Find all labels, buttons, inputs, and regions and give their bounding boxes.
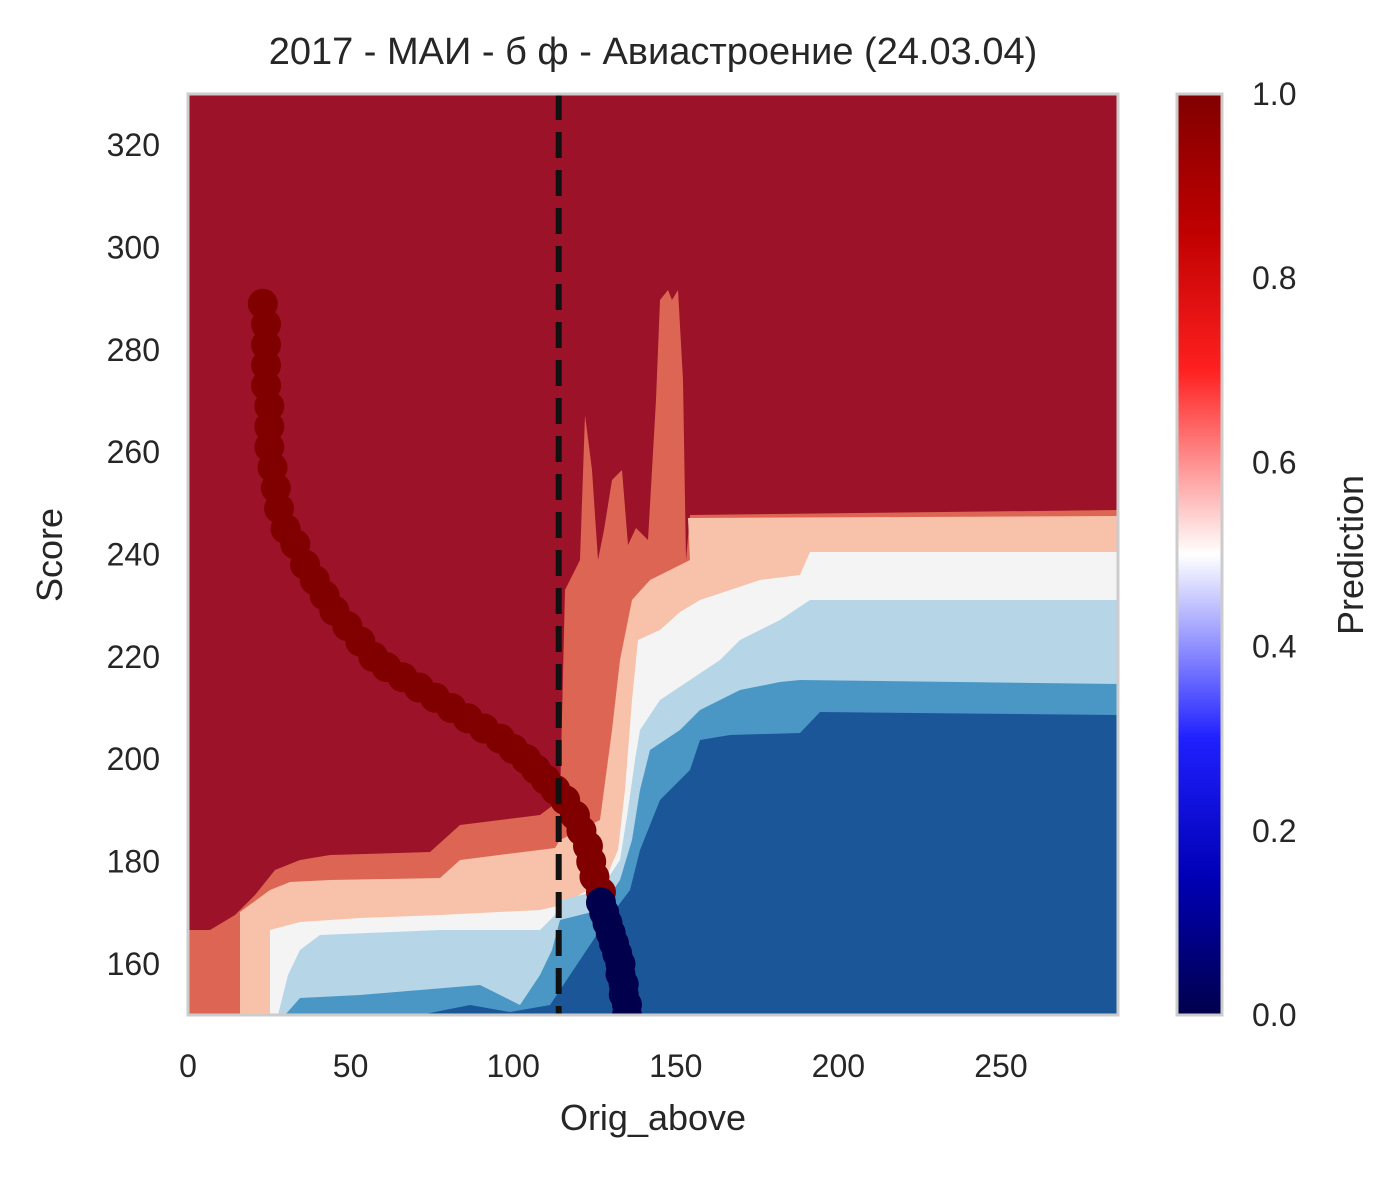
x-axis-label: Orig_above — [560, 1097, 746, 1138]
y-tick-label: 160 — [107, 946, 160, 982]
x-tick-label: 200 — [812, 1048, 865, 1084]
region-very-low — [420, 712, 1118, 1015]
colorbar-tick-label: 0.4 — [1252, 629, 1296, 665]
y-tick-label: 280 — [107, 332, 160, 368]
x-tick-label: 50 — [333, 1048, 369, 1084]
plot-area — [188, 94, 1118, 1015]
colorbar-label: Prediction — [1330, 475, 1371, 635]
colorbar-tick-label: 0.0 — [1252, 997, 1296, 1033]
y-tick-label: 180 — [107, 844, 160, 880]
colorbar-tick-label: 0.6 — [1252, 444, 1296, 480]
x-tick-label: 150 — [649, 1048, 702, 1084]
scatter-layer — [247, 288, 642, 1015]
colorbar — [1175, 92, 1224, 1017]
region-high-speck — [195, 940, 204, 948]
y-tick-label: 220 — [107, 639, 160, 675]
y-axis-ticks: 160 180 200 220 240 260 280 300 320 — [107, 127, 160, 982]
y-tick-label: 200 — [107, 741, 160, 777]
x-axis-ticks: 0 50 100 150 200 250 — [179, 1048, 1028, 1084]
y-axis-label: Score — [29, 508, 70, 602]
scatter-point-negative — [611, 1000, 642, 1015]
y-tick-label: 320 — [107, 127, 160, 163]
y-tick-label: 260 — [107, 434, 160, 470]
chart-title: 2017 - МАИ - б ф - Авиастроение (24.03.0… — [269, 31, 1038, 73]
colorbar-tick-label: 0.8 — [1252, 260, 1296, 296]
y-tick-label: 240 — [107, 537, 160, 573]
x-tick-label: 0 — [179, 1048, 197, 1084]
colorbar-ticks: 0.0 0.2 0.4 0.6 0.8 1.0 — [1252, 76, 1296, 1033]
plot-frame — [186, 92, 1120, 1017]
x-tick-label: 250 — [974, 1048, 1027, 1084]
y-tick-label: 300 — [107, 230, 160, 266]
colorbar-tick-label: 0.2 — [1252, 813, 1296, 849]
colorbar-tick-label: 1.0 — [1252, 76, 1296, 112]
x-tick-label: 100 — [486, 1048, 539, 1084]
